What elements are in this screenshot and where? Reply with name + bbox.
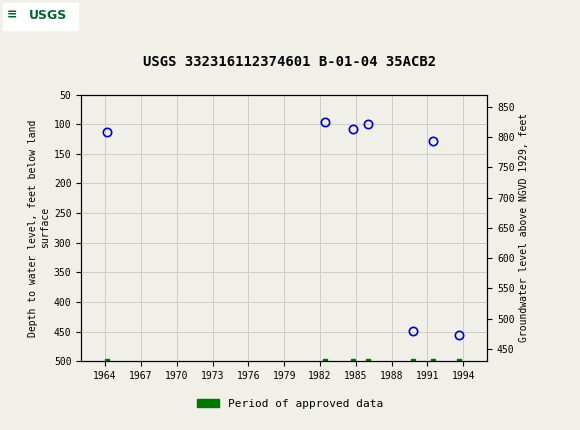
Text: USGS 332316112374601 B-01-04 35ACB2: USGS 332316112374601 B-01-04 35ACB2 [143, 55, 437, 69]
Y-axis label: Depth to water level, feet below land
surface: Depth to water level, feet below land su… [28, 119, 50, 337]
Y-axis label: Groundwater level above NGVD 1929, feet: Groundwater level above NGVD 1929, feet [519, 114, 529, 342]
Bar [3, 3, 78, 30]
Legend: Period of approved data: Period of approved data [193, 395, 387, 414]
Text: ≡: ≡ [7, 9, 17, 22]
Text: USGS: USGS [29, 9, 67, 22]
